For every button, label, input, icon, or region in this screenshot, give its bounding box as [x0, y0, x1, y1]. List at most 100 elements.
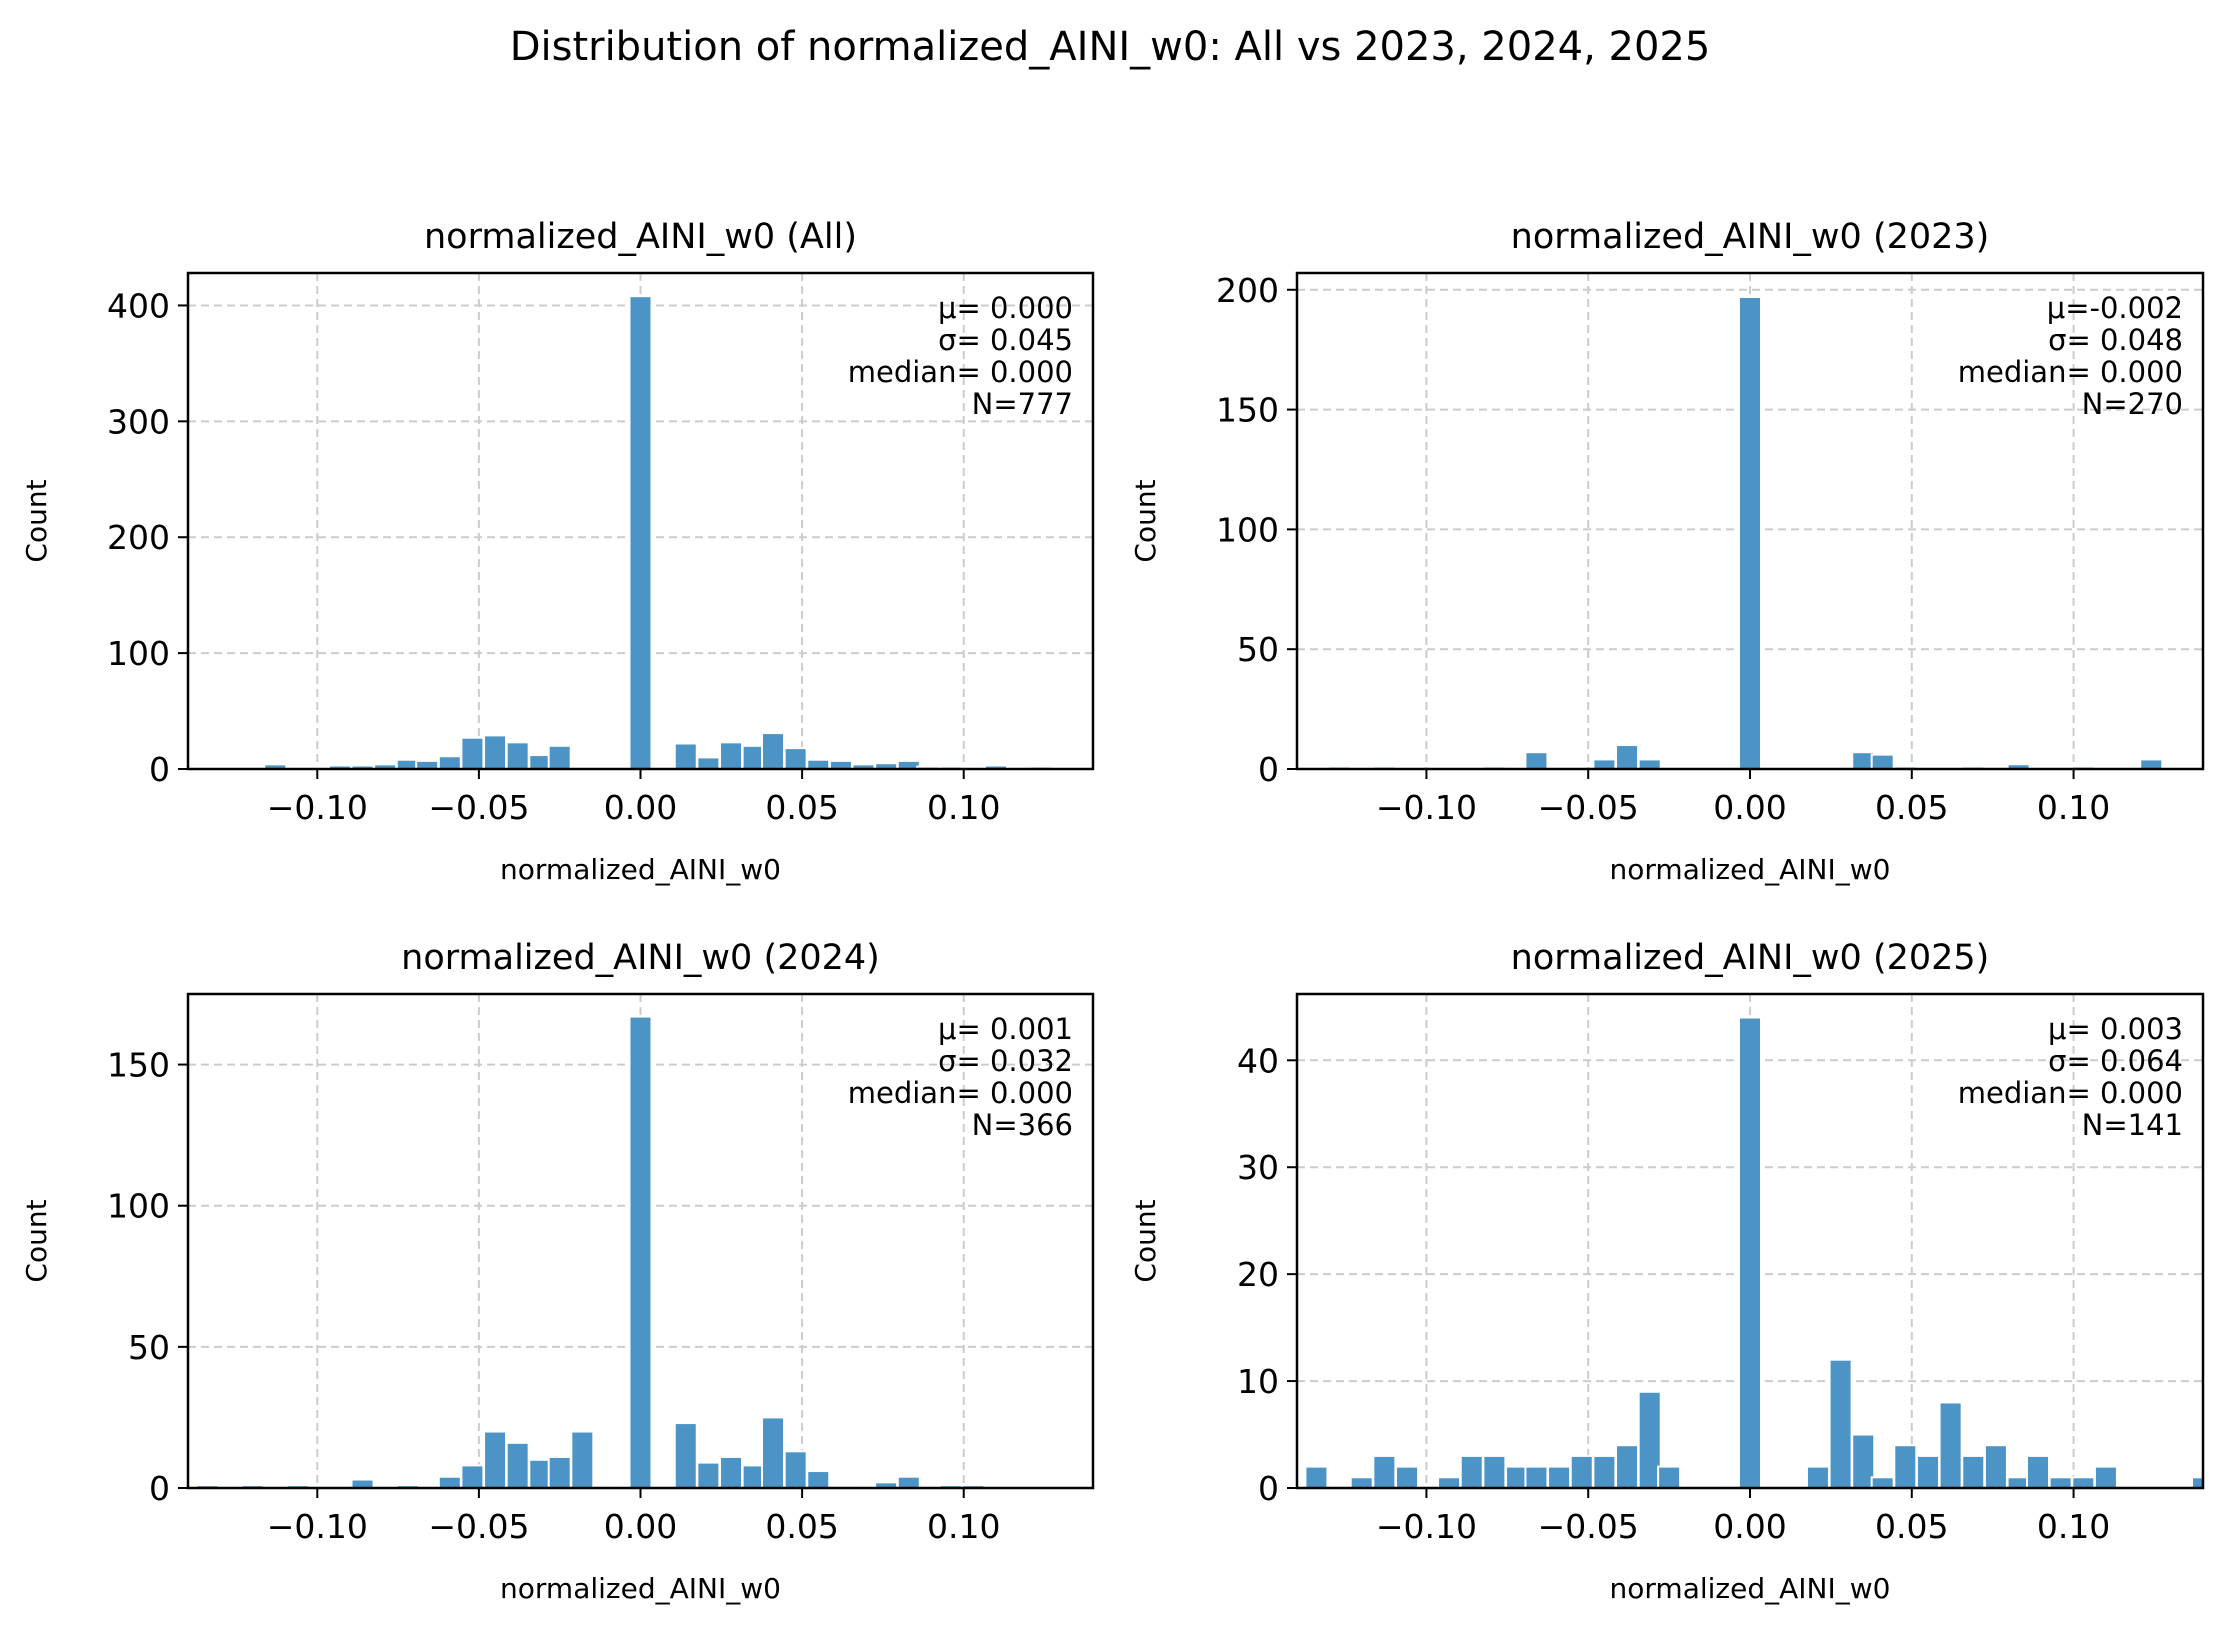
y-axis-label: Count — [1129, 479, 1162, 562]
bars — [1304, 1016, 2203, 1488]
subplot-3: −0.10 −0.05 0.00 0.05 0.10 0 50 100 150 normalize… — [20, 938, 1095, 1605]
y-tick-label: 200 — [107, 518, 170, 557]
histogram-bar — [1938, 1401, 1963, 1488]
histogram-bar — [761, 1416, 786, 1488]
histogram-bar — [783, 1450, 808, 1488]
histogram-bar — [761, 732, 786, 769]
histogram-bar — [460, 1464, 485, 1488]
x-tick-label: −0.05 — [1538, 1507, 1639, 1546]
x-tick-label: −0.10 — [267, 788, 368, 827]
y-tick-label: 0 — [149, 1469, 170, 1508]
histogram-bar — [460, 736, 485, 769]
histogram-bar — [1437, 1476, 1462, 1488]
y-axis-label: Count — [20, 479, 53, 562]
y-tick-label: 50 — [128, 1328, 170, 1367]
subplot-2: −0.10 −0.05 0.00 0.05 0.10 0 50 100 150 200 normal… — [1129, 217, 2205, 886]
subplot-title: normalized_AINI_w0 (All) — [424, 217, 857, 257]
histogram-bar — [437, 1475, 462, 1488]
y-tick-label: 10 — [1237, 1362, 1279, 1401]
histogram-bar — [2071, 1476, 2096, 1488]
bars — [1327, 295, 2164, 769]
histogram-bar — [483, 1430, 508, 1488]
histogram-bar — [696, 756, 721, 769]
stats-line: μ=-0.002 — [2047, 291, 2183, 325]
histogram-bar — [896, 1475, 921, 1488]
x-tick-label: −0.10 — [1376, 788, 1477, 827]
x-tick-label: 0.00 — [604, 1507, 677, 1546]
stats-line: σ= 0.032 — [938, 1044, 1073, 1078]
histogram-bar — [1592, 1454, 1617, 1488]
histogram-bar — [1459, 1454, 1484, 1488]
x-tick-label: 0.00 — [1713, 1507, 1786, 1546]
histogram-bar — [2139, 758, 2164, 769]
histogram-bar — [1828, 1358, 1853, 1488]
stats-line: median= 0.000 — [1958, 1076, 2183, 1110]
stats-line: median= 0.000 — [848, 355, 1073, 389]
histogram-bar — [1547, 1465, 1572, 1488]
histogram-bar — [1304, 1465, 1329, 1488]
stats-line: μ= 0.003 — [2048, 1012, 2183, 1046]
x-tick-label: −0.10 — [267, 1507, 368, 1546]
histogram-bar — [628, 295, 653, 769]
histogram-bar — [1915, 1454, 1940, 1488]
x-tick-label: 0.10 — [2037, 788, 2110, 827]
stats-line: σ= 0.064 — [2048, 1044, 2183, 1078]
x-tick-label: 0.05 — [1875, 1507, 1948, 1546]
x-tick-label: 0.10 — [927, 788, 1000, 827]
x-tick-label: −0.05 — [1538, 788, 1639, 827]
histogram-bar — [719, 741, 743, 769]
y-tick-label: 100 — [107, 1187, 170, 1226]
histogram-bar — [896, 759, 921, 769]
figure-suptitle: Distribution of normalized_AINI_w0: All … — [510, 24, 1711, 70]
stats-line: σ= 0.048 — [2048, 323, 2183, 357]
y-tick-label: 400 — [107, 286, 170, 325]
histogram-bar — [1637, 1390, 1662, 1488]
histogram-bar — [1870, 753, 1895, 769]
histogram-bar — [2048, 1476, 2073, 1488]
histogram-bar — [350, 1478, 375, 1488]
stats-line: N=366 — [972, 1108, 1073, 1142]
subplot-title: normalized_AINI_w0 (2024) — [401, 938, 880, 978]
subplot-title: normalized_AINI_w0 (2023) — [1511, 217, 1990, 257]
histogram-bar — [483, 734, 508, 769]
y-tick-label: 0 — [1258, 1469, 1279, 1508]
stats-line: μ= 0.000 — [938, 291, 1073, 325]
histogram-bar — [505, 741, 530, 769]
x-tick-label: −0.10 — [1376, 1507, 1477, 1546]
histogram-bar — [437, 755, 462, 769]
histogram-bar — [1983, 1444, 2008, 1488]
x-tick-label: 0.00 — [604, 788, 677, 827]
histogram-bar — [628, 1015, 653, 1488]
histogram-bar — [2025, 1454, 2050, 1488]
histogram-bar — [1870, 1476, 1895, 1488]
histogram-bar — [1615, 1444, 1640, 1488]
x-axis-label: normalized_AINI_w0 — [500, 853, 781, 886]
histogram-bar — [570, 1430, 595, 1488]
subplot-title: normalized_AINI_w0 (2025) — [1511, 938, 1990, 978]
x-tick-label: 0.05 — [765, 788, 838, 827]
y-tick-label: 50 — [1237, 630, 1279, 669]
histogram-bar — [1737, 295, 1763, 769]
x-axis-label: normalized_AINI_w0 — [1610, 853, 1891, 886]
histogram-bar — [263, 763, 288, 769]
x-tick-label: 0.00 — [1713, 788, 1786, 827]
x-tick-label: 0.05 — [1875, 788, 1948, 827]
histogram-bar — [1482, 1454, 1507, 1488]
y-tick-label: 20 — [1237, 1255, 1279, 1294]
stats-line: N=777 — [972, 387, 1073, 421]
histogram-bar — [1657, 1465, 1682, 1488]
x-tick-label: −0.05 — [428, 788, 529, 827]
y-tick-label: 100 — [1216, 510, 1279, 549]
stats-line: median= 0.000 — [848, 1076, 1073, 1110]
subplot-1: −0.10 −0.05 0.00 0.05 0.10 0 100 200 300 400 norma… — [20, 217, 1095, 886]
histogram-bar — [1395, 1465, 1420, 1488]
histogram-bar — [1592, 758, 1617, 769]
y-tick-label: 100 — [107, 634, 170, 673]
histogram-bar — [1372, 1454, 1397, 1488]
x-tick-label: −0.05 — [428, 1507, 529, 1546]
stats-line: N=270 — [2082, 387, 2183, 421]
y-tick-label: 150 — [107, 1046, 170, 1085]
histogram-bar — [1615, 744, 1640, 769]
histogram-bar — [505, 1441, 530, 1488]
